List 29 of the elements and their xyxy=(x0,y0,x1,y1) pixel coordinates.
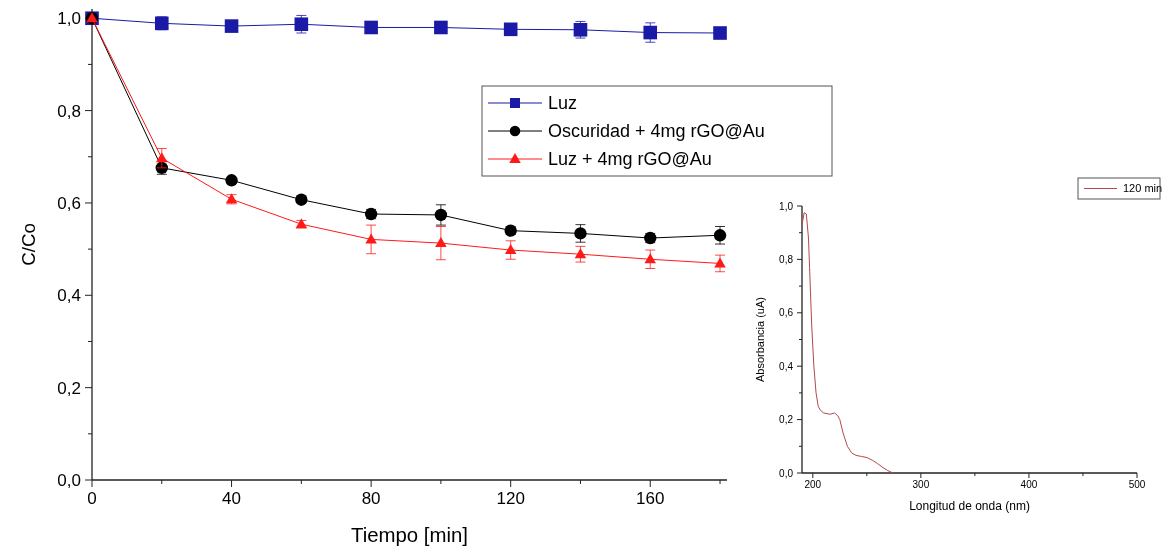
x-tick-label: 80 xyxy=(361,489,381,508)
x-tick-label: 500 xyxy=(1128,479,1146,490)
x-tick-label: 400 xyxy=(1020,479,1038,490)
y-axis-title: C/Co xyxy=(17,223,39,266)
y-tick-label: 0,0 xyxy=(57,470,81,490)
y-tick-label: 0,0 xyxy=(779,467,794,479)
x-tick-label: 160 xyxy=(636,489,665,508)
x-tick-label: 40 xyxy=(222,489,242,508)
y-tick-label: 0,4 xyxy=(57,286,81,306)
y-tick-label: 0,6 xyxy=(779,307,794,319)
x-axis-title: Tiempo [min] xyxy=(350,524,469,546)
x-axis-title: Longitud de onda (nm) xyxy=(909,499,1030,513)
y-tick-label: 0,2 xyxy=(779,414,794,426)
y-tick-label: 0,8 xyxy=(779,253,794,265)
x-tick-label: 0 xyxy=(87,489,97,508)
y-tick-label: 0,2 xyxy=(57,378,81,398)
y-axis-title: Absorbancia (uA) xyxy=(753,297,766,382)
y-tick-label: 1,0 xyxy=(57,9,81,29)
x-tick-label: 200 xyxy=(804,479,822,490)
y-tick-label: 0,8 xyxy=(57,101,81,121)
x-tick-label: 120 xyxy=(496,489,525,508)
legend-label: Oscuridad + 4mg rGO@Au xyxy=(548,121,765,142)
legend-label: Luz xyxy=(548,93,578,114)
legend-label: Luz + 4mg rGO@Au xyxy=(548,149,712,170)
y-tick-label: 1,0 xyxy=(779,200,794,212)
x-tick-label: 300 xyxy=(912,479,930,490)
y-tick-label: 0,6 xyxy=(57,193,81,213)
y-tick-label: 0,4 xyxy=(779,360,794,372)
legend-label: 120 min xyxy=(1123,182,1163,195)
